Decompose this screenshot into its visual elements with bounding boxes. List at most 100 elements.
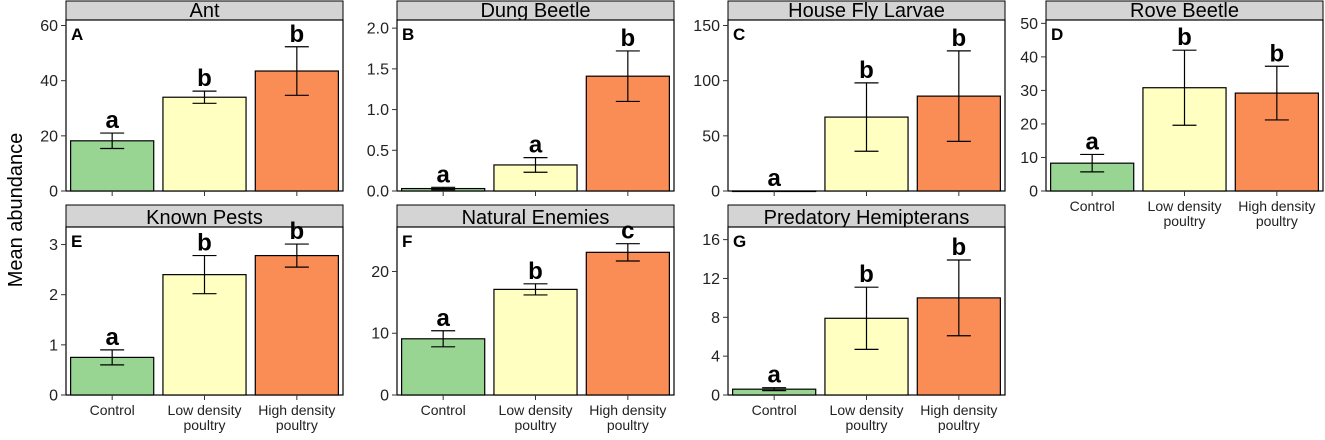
panel-d: Rove Beetle 0 10 20 30 40 50 Da Control b Low dens…: [1020, 0, 1324, 229]
significance-letter: a: [436, 305, 450, 332]
y-tick-label: 40: [1020, 49, 1038, 66]
panel-f: Natural Enemies 0 10 20 Fa Control b Low densit…: [371, 204, 675, 433]
significance-letter: b: [289, 21, 304, 48]
bar: [493, 288, 578, 396]
significance-letter: b: [289, 218, 304, 245]
y-tick-label: 30: [1020, 83, 1038, 100]
x-tick-label: Low density: [1148, 198, 1222, 214]
bar: [70, 140, 155, 192]
bar: [162, 274, 247, 396]
y-tick-label: 60: [40, 18, 58, 35]
significance-letter: a: [767, 362, 781, 389]
bar: [585, 251, 670, 396]
x-tick-label: poultry: [514, 417, 556, 433]
panel-letter: F: [402, 232, 412, 251]
strip-title: Known Pests: [146, 207, 263, 229]
strip-title: Natural Enemies: [462, 207, 610, 229]
significance-letter: b: [620, 25, 635, 52]
panel-e: Known Pests 0 1 2 3 Ea Control b Low densitypoul…: [49, 204, 344, 433]
panel-a: Ant 0 20 40 60 Aa b b: [40, 0, 344, 201]
x-tick-label: poultry: [1256, 213, 1298, 229]
y-tick-label: 10: [371, 326, 389, 343]
x-tick-label: High density: [920, 402, 997, 418]
bar: [162, 96, 247, 192]
significance-letter: b: [859, 57, 874, 84]
strip-title: Rove Beetle: [1130, 0, 1239, 22]
y-tick-label: 16: [702, 232, 720, 249]
x-tick-label: Low density: [168, 402, 242, 418]
panel-letter: G: [733, 232, 746, 251]
y-tick-label: 1: [49, 337, 58, 354]
y-tick-label: 2: [49, 287, 58, 304]
y-tick-label: 0: [49, 388, 58, 405]
strip-title: Predatory Hemipterans: [764, 207, 970, 229]
significance-letter: b: [1269, 40, 1284, 67]
significance-letter: b: [197, 230, 212, 257]
panel-letter: B: [402, 25, 414, 44]
y-tick-label: 4: [711, 349, 720, 366]
y-tick-label: 40: [40, 73, 58, 90]
y-tick-label: 2.0: [367, 21, 389, 38]
x-tick-label: Control: [1070, 198, 1115, 214]
y-tick-label: 50: [702, 128, 720, 145]
significance-letter: a: [529, 132, 543, 159]
y-tick-label: 0: [1029, 184, 1038, 201]
panel-b: Dung Beetle 0.0 0.5 1.0 1.5 2.0 Ba a b: [367, 0, 675, 201]
significance-letter: b: [528, 258, 543, 285]
significance-letter: b: [1177, 24, 1192, 51]
y-tick-label: 150: [693, 18, 720, 35]
y-tick-label: 0: [711, 388, 720, 405]
y-tick-label: 100: [693, 73, 720, 90]
y-tick-label: 1.0: [367, 102, 389, 119]
y-axis-label: Mean abundance: [5, 133, 27, 288]
strip-title: Dung Beetle: [480, 0, 590, 22]
panel-letter: C: [733, 25, 745, 44]
x-tick-label: Low density: [499, 402, 573, 418]
panel-letter: A: [71, 25, 83, 44]
x-tick-label: poultry: [845, 417, 887, 433]
strip-title: House Fly Larvae: [788, 0, 945, 22]
strip-title: Ant: [189, 0, 219, 22]
y-tick-label: 20: [1020, 116, 1038, 133]
x-tick-label: Control: [421, 402, 466, 418]
significance-letter: b: [859, 261, 874, 288]
significance-letter: a: [105, 107, 119, 134]
y-tick-label: 3: [49, 237, 58, 254]
y-tick-label: 0: [711, 184, 720, 201]
x-tick-label: High density: [1238, 198, 1315, 214]
significance-letter: a: [1085, 128, 1099, 155]
panel-c: House Fly Larvae 0 50 100 150 Ca b b: [693, 0, 1006, 201]
panel-g: Predatory Hemipterans 0 4 8 12 16 Ga Control b Lo…: [702, 204, 1006, 433]
y-tick-label: 8: [711, 310, 720, 327]
y-tick-label: 10: [1020, 150, 1038, 167]
y-tick-label: 20: [40, 128, 58, 145]
y-tick-label: 1.5: [367, 61, 389, 78]
y-tick-label: 0.5: [367, 143, 389, 160]
bar: [254, 254, 339, 396]
x-tick-label: High density: [589, 402, 666, 418]
panel-letter: E: [71, 232, 82, 251]
x-tick-label: poultry: [938, 417, 980, 433]
significance-letter: a: [105, 324, 119, 351]
x-tick-label: poultry: [183, 417, 225, 433]
significance-letter: b: [197, 65, 212, 92]
x-tick-label: High density: [258, 402, 335, 418]
y-tick-label: 0.0: [367, 184, 389, 201]
y-tick-label: 20: [371, 264, 389, 281]
x-tick-label: Control: [752, 402, 797, 418]
y-tick-label: 0: [380, 388, 389, 405]
significance-letter: a: [436, 161, 450, 188]
y-tick-label: 0: [49, 184, 58, 201]
x-tick-label: poultry: [1163, 213, 1205, 229]
significance-letter: b: [951, 234, 966, 261]
significance-letter: c: [621, 218, 634, 245]
significance-letter: b: [951, 25, 966, 52]
x-tick-label: Control: [90, 402, 135, 418]
panel-letter: D: [1051, 25, 1063, 44]
x-tick-label: poultry: [607, 417, 649, 433]
y-tick-label: 12: [702, 271, 720, 288]
significance-letter: a: [767, 165, 781, 192]
y-tick-label: 50: [1020, 16, 1038, 33]
x-tick-label: Low density: [830, 402, 904, 418]
